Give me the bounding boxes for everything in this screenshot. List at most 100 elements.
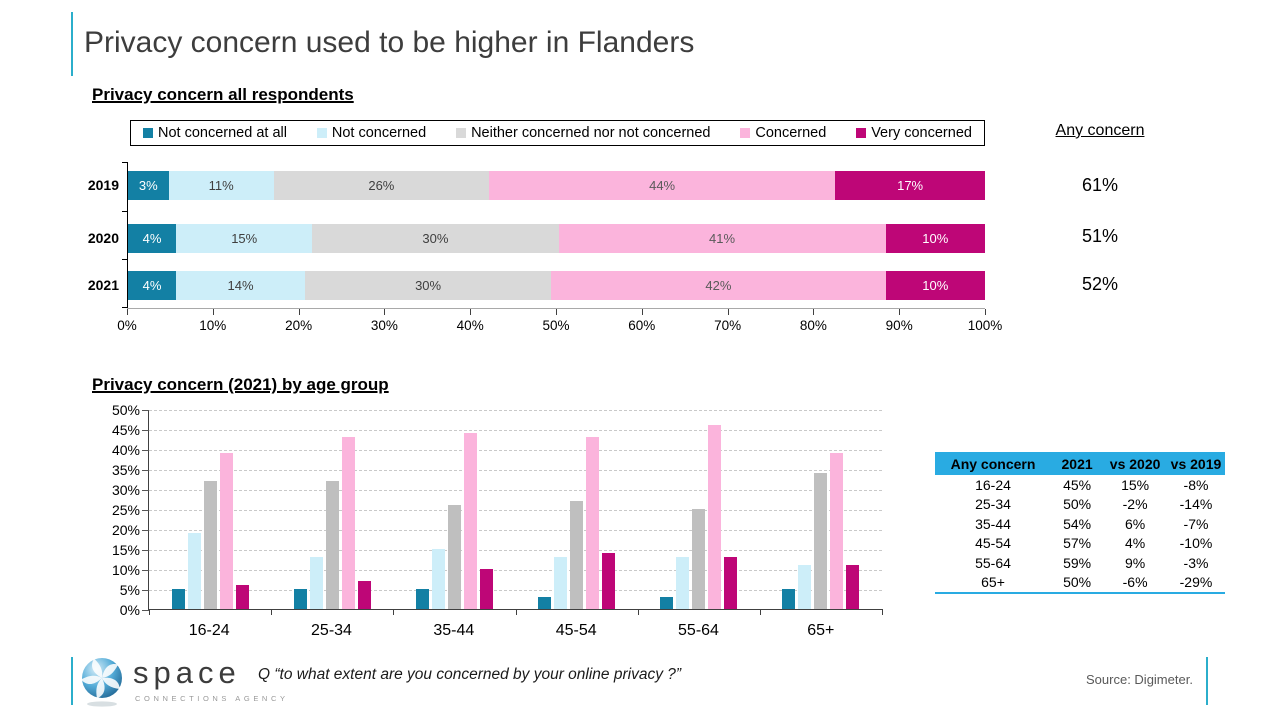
bar [325, 481, 339, 609]
y-axis-label: 30% [111, 482, 140, 498]
x-axis-label: 25-34 [311, 622, 352, 639]
space-logo-icon [81, 658, 122, 707]
survey-question: Q “to what extent are you concerned by y… [258, 666, 682, 683]
y-axis-label: 45% [111, 422, 140, 438]
y-axis-tick [142, 610, 149, 611]
table-cell: 16-24 [975, 476, 1011, 493]
x-axis-label: 16-24 [188, 622, 230, 639]
y-axis-label: 20% [111, 522, 140, 538]
bar [219, 453, 233, 609]
y-axis-tick [142, 410, 149, 411]
footer-accent-line-left [71, 657, 73, 705]
x-axis-label: 50% [542, 318, 570, 333]
any-concern-value: 61% [1081, 175, 1119, 195]
x-axis-tick [393, 609, 395, 615]
bar [846, 565, 860, 609]
legend-label: Neither concerned nor not concerned [471, 125, 711, 141]
gridline [149, 430, 882, 431]
y-axis-label: 5% [119, 582, 140, 598]
table-header-cell: vs 2019 [1170, 455, 1222, 472]
bar-segment: 4% [128, 224, 177, 253]
y-axis-tick [142, 530, 149, 531]
x-axis-label: 60% [628, 318, 656, 333]
table-row: 45-54 57% 4% -10% [935, 534, 1225, 554]
bar [708, 425, 722, 609]
any-concern-heading: Any concern [1055, 122, 1145, 139]
table-cell: 59% [1063, 554, 1092, 571]
x-axis-label: 30% [370, 318, 398, 333]
bar [479, 569, 493, 609]
table-cell: 50% [1063, 496, 1092, 513]
gridline [149, 470, 882, 471]
bar-segment: 41% [558, 224, 886, 253]
table-cell: 35-44 [975, 515, 1011, 532]
x-axis-tick [759, 609, 761, 615]
bar [676, 557, 690, 609]
bar-segment: 15% [176, 224, 313, 253]
bar-segment: 17% [835, 171, 985, 200]
x-axis-tick [637, 609, 639, 615]
table-cell: 25-34 [975, 496, 1011, 513]
grouped-chart-heading: Privacy concern (2021) by age group [92, 375, 389, 394]
y-axis-label: 15% [111, 542, 140, 558]
bar [798, 565, 812, 609]
footer-accent-line-right [1206, 657, 1208, 705]
grouped-chart-x-labels: 16-24 25-34 35-44 45-54 55-64 65+ [148, 622, 882, 640]
gridline [149, 510, 882, 511]
bar-segment: 3% [128, 171, 169, 200]
logo-tagline: CONNECTIONS AGENCY [135, 694, 289, 703]
bar [463, 433, 477, 609]
table-header-cell: vs 2020 [1109, 455, 1161, 472]
y-axis-label: 25% [111, 502, 140, 518]
table-cell: -14% [1179, 496, 1213, 513]
x-axis-tick [641, 309, 643, 315]
y-axis-tick [122, 259, 128, 261]
x-axis-label: 10% [199, 318, 227, 333]
x-axis-label: 0% [117, 318, 137, 333]
x-axis-label: 20% [285, 318, 313, 333]
table-header-cell: 2021 [1061, 455, 1093, 472]
table-row: 35-44 54% 6% -7% [935, 514, 1225, 534]
legend-swatch-icon [143, 128, 153, 138]
stacked-chart-heading: Privacy concern all respondents [92, 85, 354, 104]
y-axis-tick [142, 570, 149, 571]
x-axis-tick [813, 309, 815, 315]
legend-item: Concerned [740, 125, 826, 141]
y-axis-tick [122, 162, 128, 163]
bar-group [393, 410, 515, 609]
x-axis-label: 80% [799, 318, 827, 333]
bar [171, 589, 185, 609]
x-axis-label: 90% [885, 318, 913, 333]
bar [203, 481, 217, 609]
gridline [149, 450, 882, 451]
gridline [149, 590, 882, 591]
bar [357, 581, 371, 609]
table-cell: 6% [1124, 515, 1146, 532]
bar [570, 501, 584, 609]
y-axis-label: 0% [119, 602, 140, 618]
x-axis-label: 70% [714, 318, 742, 333]
table-cell: 45% [1063, 476, 1092, 493]
x-axis-tick [899, 309, 901, 315]
table-cell: 45-54 [975, 535, 1011, 552]
y-axis-tick [142, 590, 149, 591]
row-year-label: 2020 [87, 230, 119, 246]
table-cell: 65+ [981, 574, 1005, 591]
any-concern-value: 52% [1081, 274, 1119, 294]
x-axis-tick [384, 309, 386, 315]
table-cell: -3% [1183, 554, 1209, 571]
table-cell: -8% [1183, 476, 1209, 493]
bar [554, 557, 568, 609]
table-cell: -2% [1122, 496, 1148, 513]
page-title: Privacy concern used to be higher in Fla… [84, 26, 695, 59]
x-axis-tick [727, 309, 729, 315]
gridline [149, 410, 882, 411]
x-axis-label: 45-54 [555, 622, 597, 639]
y-axis-label: 40% [111, 442, 140, 458]
table-row: 65+ 50% -6% -29% [935, 573, 1225, 593]
stacked-chart-x-axis: 0% 10% 20% 30% 40% 50% 60% 70% 80% 90% 100% [117, 308, 1002, 333]
x-axis-tick [882, 609, 883, 615]
legend-item: Neither concerned nor not concerned [456, 125, 710, 141]
bar-group [760, 410, 882, 609]
x-axis-tick [556, 309, 557, 315]
